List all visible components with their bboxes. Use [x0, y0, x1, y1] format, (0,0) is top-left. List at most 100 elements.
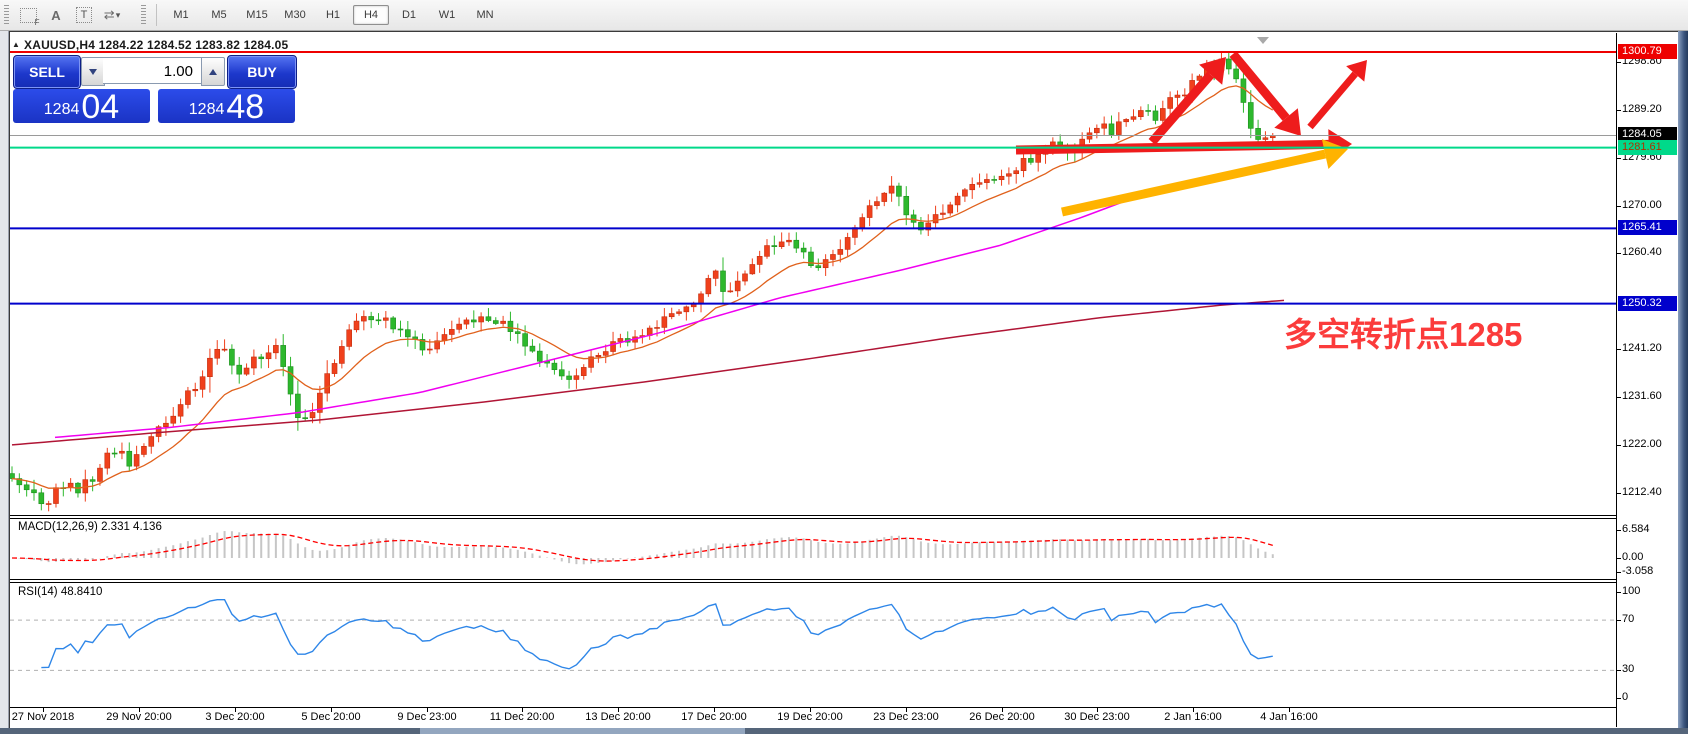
- text-label-icon[interactable]: T: [72, 4, 96, 26]
- date-axis-tick-mark: [714, 707, 715, 712]
- one-click-collapse-icon[interactable]: ▲: [12, 40, 20, 49]
- price-axis-tick-label: 1231.60: [1622, 390, 1662, 402]
- macd-axis-tick-label: 0.00: [1622, 551, 1644, 563]
- timeframe-button-H4[interactable]: H4: [353, 5, 389, 25]
- timeframe-button-H1[interactable]: H1: [325, 9, 341, 21]
- buy-price-small: 1284: [188, 101, 225, 118]
- price-axis-tick-mark: [1616, 493, 1621, 494]
- rsi-axis-tick-label: 30: [1622, 663, 1635, 675]
- date-axis-tick-mark: [1002, 707, 1003, 712]
- price-axis-tick-mark: [1616, 206, 1621, 207]
- main-macd-separator-inner: [10, 518, 1616, 519]
- timeframe-button-D1[interactable]: D1: [401, 9, 417, 21]
- sell-price-big: 04: [81, 88, 120, 126]
- price-axis-tick-mark: [1616, 62, 1621, 63]
- price-axis-tick-mark: [1616, 110, 1621, 111]
- date-axis-label: 27 Nov 2018: [11, 711, 75, 723]
- timeframe-button-M1[interactable]: M1: [173, 9, 189, 21]
- date-axis-label: 26 Dec 20:00: [969, 711, 1035, 723]
- price-axis-tick-label: 1270.00: [1622, 199, 1662, 211]
- date-axis-tick-mark: [43, 707, 44, 712]
- macd-indicator-label: MACD(12,26,9) 2.331 4.136: [18, 521, 162, 533]
- window-bottom-border: [0, 728, 1688, 734]
- price-axis-badge: 1284.05: [1618, 127, 1677, 142]
- buy-price-display[interactable]: 1284 48: [158, 88, 295, 126]
- date-axis-tick-mark: [810, 707, 811, 712]
- macd-axis-tick-label: -3.058: [1622, 565, 1654, 577]
- date-axis-label: 5 Dec 20:00: [301, 711, 361, 723]
- date-axis-tick-mark: [1193, 707, 1194, 712]
- rsi-axis-tick-label: 70: [1622, 613, 1635, 625]
- price-axis-tick-label: 1260.40: [1622, 246, 1662, 258]
- toolbar-divider: [156, 4, 157, 26]
- date-axis-label: 11 Dec 20:00: [489, 711, 555, 723]
- price-axis-badge: 1265.41: [1618, 220, 1677, 235]
- price-axis-badge: 1250.32: [1618, 296, 1677, 311]
- timeframe-toolbar: M1 M5 M15 M30 H1 H4 D1 W1 MN: [162, 5, 504, 25]
- chart-shift-marker-icon[interactable]: [1257, 37, 1269, 44]
- price-axis-tick-mark: [1616, 397, 1621, 398]
- date-axis-label: 2 Jan 16:00: [1164, 711, 1222, 723]
- one-click-trading-panel: SELL 1.00 BUY 1284 04 1284 48: [13, 55, 297, 126]
- date-axis-label: 13 Dec 20:00: [585, 711, 651, 723]
- price-axis-tick-label: 1212.40: [1622, 486, 1662, 498]
- price-axis-tick-label: 1289.20: [1622, 103, 1662, 115]
- date-axis-label: 4 Jan 16:00: [1260, 711, 1318, 723]
- timeframe-button-M30[interactable]: M30: [284, 9, 306, 21]
- date-axis-label: 29 Nov 20:00: [106, 711, 172, 723]
- toolbar-separator-handle[interactable]: [140, 5, 147, 25]
- price-axis-tick-mark: [1616, 445, 1621, 446]
- price-axis-border: [1616, 33, 1617, 727]
- macd-axis-tick-mark: [1616, 530, 1621, 531]
- timeframe-button-M5[interactable]: M5: [211, 9, 227, 21]
- rsi-indicator-label: RSI(14) 48.8410: [18, 586, 103, 598]
- macd-axis-tick-mark: [1616, 558, 1621, 559]
- date-axis-label: 3 Dec 20:00: [205, 711, 265, 723]
- toolbar: F A T ⇄ ▾ M1 M5 M15 M30 H1 H4 D1 W1 MN: [0, 0, 1688, 31]
- triangle-up-icon: [209, 68, 217, 75]
- toolbar-drag-handle[interactable]: [3, 5, 10, 25]
- text-a-icon[interactable]: A: [51, 7, 61, 23]
- chinese-annotation-text: 多空转折点1285: [1284, 316, 1523, 353]
- chart-foreground-icon[interactable]: F: [16, 4, 40, 27]
- date-axis-tick-mark: [618, 707, 619, 712]
- buy-price-big: 48: [226, 88, 265, 126]
- cycle-arrows-icon[interactable]: ⇄ ▾: [103, 7, 121, 22]
- date-axis-tick-mark: [331, 707, 332, 712]
- date-axis-label: 30 Dec 23:00: [1064, 711, 1130, 723]
- timeframe-button-W1[interactable]: W1: [438, 9, 456, 21]
- timeframe-button-MN[interactable]: MN: [476, 9, 494, 21]
- date-axis-label: 23 Dec 23:00: [873, 711, 939, 723]
- rsi-axis-tick-label: 100: [1622, 585, 1641, 597]
- macd-rsi-separator[interactable]: [10, 579, 1616, 580]
- dropdown-caret-icon[interactable]: ▾: [115, 9, 121, 20]
- sell-button[interactable]: SELL: [13, 55, 81, 89]
- date-axis-tick-mark: [1097, 707, 1098, 712]
- rsi-axis-tick-label: 0: [1622, 691, 1629, 703]
- price-axis-badge: 1281.61: [1618, 140, 1677, 155]
- rsi-axis-tick-mark: [1616, 620, 1621, 621]
- price-axis-badge: 1300.79: [1618, 44, 1677, 59]
- volume-input[interactable]: 1.00: [103, 57, 201, 84]
- rsi-axis-tick-mark: [1616, 592, 1621, 593]
- date-axis-tick-mark: [906, 707, 907, 712]
- rsi-axis-tick-mark: [1616, 670, 1621, 671]
- buy-button[interactable]: BUY: [227, 55, 297, 89]
- chart-window[interactable]: [9, 31, 1679, 729]
- volume-increase-button[interactable]: [201, 57, 225, 86]
- date-axis-tick-mark: [522, 707, 523, 712]
- main-macd-separator[interactable]: [10, 515, 1616, 516]
- macd-axis-tick-mark: [1616, 572, 1621, 573]
- volume-decrease-button[interactable]: [81, 57, 105, 86]
- date-axis-tick-mark: [139, 707, 140, 712]
- price-axis-tick-mark: [1616, 253, 1621, 254]
- macd-rsi-separator-inner: [10, 582, 1616, 583]
- price-axis-tick-mark: [1616, 158, 1621, 159]
- window-right-border: [1678, 0, 1688, 734]
- date-axis-label: 19 Dec 20:00: [777, 711, 843, 723]
- sell-price-display[interactable]: 1284 04: [13, 88, 150, 126]
- timeframe-button-M15[interactable]: M15: [246, 9, 268, 21]
- price-axis-tick-label: 1222.00: [1622, 438, 1662, 450]
- date-axis-tick-mark: [235, 707, 236, 712]
